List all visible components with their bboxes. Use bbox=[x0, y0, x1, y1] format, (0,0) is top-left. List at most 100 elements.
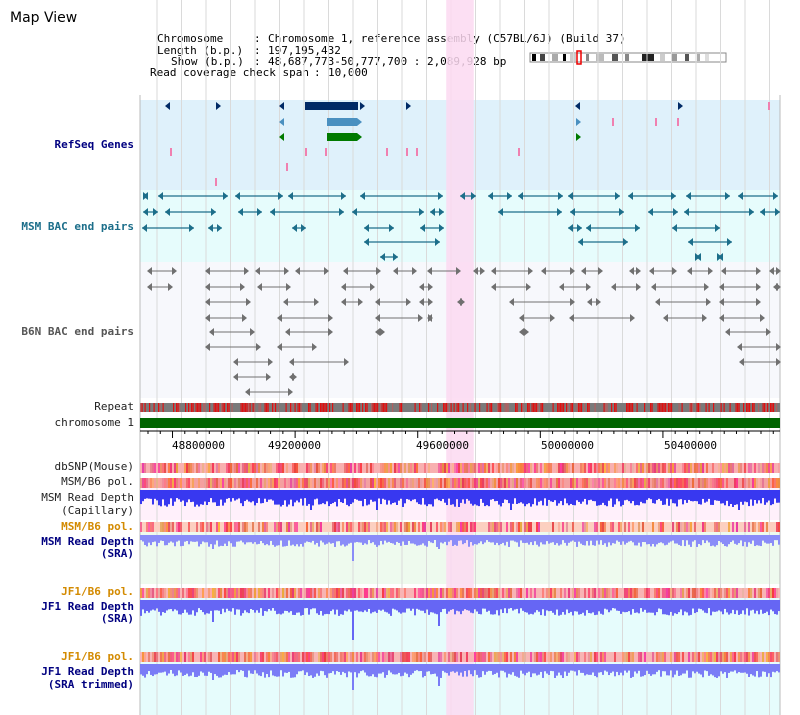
depth-bar bbox=[232, 535, 234, 547]
depth-bar bbox=[680, 600, 682, 610]
repeat-element bbox=[258, 403, 260, 412]
depth-bar bbox=[298, 535, 300, 547]
depth-bar bbox=[750, 664, 752, 675]
depth-bar bbox=[466, 664, 468, 677]
track-label-msm-bac[interactable]: MSM BAC end pairs bbox=[21, 220, 134, 233]
heat-cell bbox=[280, 463, 282, 473]
depth-bar bbox=[476, 600, 478, 612]
depth-bar bbox=[208, 600, 210, 614]
heat-cell bbox=[684, 478, 686, 488]
heat-cell bbox=[188, 588, 190, 598]
repeat-element bbox=[297, 403, 299, 412]
heat-cell bbox=[676, 478, 678, 488]
depth-bar bbox=[642, 490, 644, 504]
repeat-element bbox=[584, 403, 586, 412]
repeat-element bbox=[611, 403, 613, 412]
heat-cell bbox=[270, 652, 272, 662]
depth-bar bbox=[170, 664, 172, 671]
heat-cell bbox=[574, 588, 576, 598]
depth-bar bbox=[488, 490, 490, 507]
repeat-element bbox=[444, 403, 446, 412]
heat-cell bbox=[352, 522, 354, 532]
depth-bar bbox=[396, 535, 398, 542]
heat-cell bbox=[508, 588, 510, 598]
track-label-refseq[interactable]: RefSeq Genes bbox=[54, 138, 134, 151]
heat-cell bbox=[350, 652, 352, 662]
heat-cell bbox=[584, 652, 586, 662]
refseq-features[interactable] bbox=[165, 102, 770, 186]
depth-bar bbox=[480, 664, 482, 678]
depth-bar bbox=[762, 535, 764, 541]
heat-cell bbox=[418, 652, 420, 662]
depth-bar bbox=[216, 535, 218, 541]
depth-bar bbox=[456, 535, 458, 546]
heat-cell bbox=[632, 588, 634, 598]
depth-bar bbox=[566, 490, 568, 504]
msm-bac-end bbox=[360, 192, 365, 200]
b6n-bac-features[interactable] bbox=[147, 267, 781, 396]
depth-bar bbox=[190, 600, 192, 615]
depth-bar bbox=[410, 535, 412, 544]
heat-cell bbox=[498, 588, 500, 598]
depth-bar bbox=[176, 535, 178, 542]
depth-bar bbox=[270, 664, 272, 671]
heat-cell bbox=[572, 463, 574, 473]
heat-cell bbox=[158, 463, 160, 473]
depth-bar bbox=[718, 664, 720, 677]
heat-cell bbox=[454, 588, 456, 598]
msm-bac-features[interactable] bbox=[142, 192, 780, 261]
heat-cell bbox=[444, 478, 446, 488]
heat-cell bbox=[324, 652, 326, 662]
depth-bar bbox=[612, 600, 614, 609]
heat-cell bbox=[368, 522, 370, 532]
repeat-element bbox=[735, 403, 737, 412]
heat-cell bbox=[466, 588, 468, 598]
depth-bar bbox=[296, 490, 298, 501]
track-label-b6n-bac[interactable]: B6N BAC end pairs bbox=[21, 325, 134, 338]
heat-cell bbox=[306, 463, 308, 473]
heat-cell bbox=[280, 522, 282, 532]
repeat-element bbox=[231, 403, 233, 412]
depth-bar bbox=[652, 490, 654, 504]
depth-bar bbox=[308, 600, 310, 615]
heat-cell bbox=[656, 652, 658, 662]
depth-bar bbox=[754, 600, 756, 614]
depth-bar bbox=[772, 535, 774, 546]
b6n-bac-end bbox=[473, 267, 478, 275]
depth-bar bbox=[776, 664, 778, 672]
heat-cell bbox=[400, 478, 402, 488]
heat-cell bbox=[712, 478, 714, 488]
heat-cell bbox=[174, 652, 176, 662]
depth-bar bbox=[496, 535, 498, 543]
heat-cell bbox=[704, 478, 706, 488]
heat-cell bbox=[518, 522, 520, 532]
heat-cell bbox=[542, 652, 544, 662]
depth-bar bbox=[248, 664, 250, 671]
chromosome-ideogram[interactable] bbox=[529, 50, 727, 65]
depth-bar bbox=[290, 535, 292, 546]
depth-bar bbox=[660, 490, 662, 501]
depth-bar bbox=[690, 535, 692, 547]
heat-cell bbox=[168, 463, 170, 473]
depth-bar bbox=[570, 490, 572, 504]
depth-bar bbox=[536, 535, 538, 545]
depth-bar bbox=[700, 490, 702, 505]
heat-cell bbox=[668, 463, 670, 473]
depth-bar bbox=[268, 600, 270, 610]
depth-bar bbox=[388, 600, 390, 614]
depth-bar bbox=[280, 600, 282, 615]
repeat-element bbox=[447, 403, 449, 412]
depth-bar bbox=[616, 600, 618, 611]
depth-bar bbox=[316, 490, 318, 499]
b6n-bac-end bbox=[636, 283, 641, 291]
heat-cell bbox=[632, 522, 634, 532]
heat-cell bbox=[594, 478, 596, 488]
track-label-msm-b6-pol-2: MSM/B6 pol. bbox=[61, 520, 134, 533]
heat-cell bbox=[724, 588, 726, 598]
depth-bar bbox=[746, 490, 748, 503]
depth-bar bbox=[600, 664, 602, 673]
depth-bar bbox=[698, 664, 700, 674]
heat-cell bbox=[372, 588, 374, 598]
heat-cell bbox=[164, 588, 166, 598]
